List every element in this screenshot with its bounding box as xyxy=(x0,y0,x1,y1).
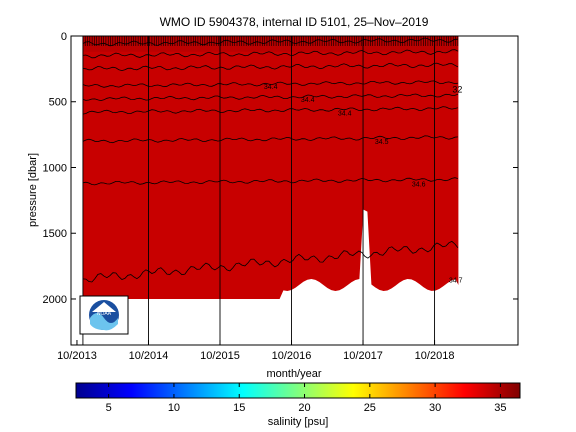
contour-line xyxy=(82,240,459,283)
y-axis: 0 500 1000 1500 2000 xyxy=(43,31,518,306)
contour-line xyxy=(82,62,459,72)
contour-label: 34.6 xyxy=(412,181,426,188)
contour-line xyxy=(82,80,458,88)
colorbar-tick-label: 35 xyxy=(494,402,506,414)
y-tick-label: 1500 xyxy=(43,228,67,240)
x-tick-label: 10/2018 xyxy=(415,350,455,362)
contour-label: 34.4 xyxy=(264,84,278,91)
colorbar-tick-label: 5 xyxy=(106,402,112,414)
chart-title: WMO ID 5904378, internal ID 5101, 25–Nov… xyxy=(160,15,429,29)
contour-label: 34.5 xyxy=(375,139,389,146)
contour-line xyxy=(82,37,458,47)
x-axis: 10/2013 10/2014 10/2015 10/2016 10/2017 10/20… xyxy=(57,340,454,362)
y-tick-label: 500 xyxy=(49,97,67,109)
salinity-field xyxy=(82,36,459,299)
contour-line xyxy=(82,177,459,186)
colorbar-tick-label: 10 xyxy=(168,402,180,414)
annual-markers xyxy=(82,36,436,345)
contour-line xyxy=(82,93,459,102)
contour-line xyxy=(82,135,458,144)
colorbar xyxy=(75,382,521,399)
contour-label: 34.4 xyxy=(301,97,315,104)
y-tick-label: 2000 xyxy=(43,294,67,306)
contour-label: 34.7 xyxy=(449,277,463,284)
noaa-logo: NOAA xyxy=(79,295,129,335)
salinity-fill xyxy=(82,36,459,299)
surface-layer xyxy=(82,36,459,52)
y-tick-label: 0 xyxy=(61,31,67,43)
contour-line xyxy=(82,49,459,59)
annotation-label: 32 xyxy=(452,85,462,95)
svg-text:NOAA: NOAA xyxy=(97,311,112,317)
contour-line xyxy=(82,106,459,115)
x-tick-label: 10/2015 xyxy=(200,350,240,362)
colorbar-tick-label: 15 xyxy=(233,402,245,414)
plot-frame xyxy=(70,35,519,346)
x-tick-label: 10/2017 xyxy=(343,350,383,362)
x-tick-label: 10/2013 xyxy=(57,350,97,362)
y-tick-label: 1000 xyxy=(43,162,67,174)
y-axis-label: pressure [dbar] xyxy=(27,153,39,227)
contour-lines: 34.4 34.4 34.4 34.5 34.6 34.7 32 xyxy=(82,36,463,284)
colorbar-axis: 5 10 15 20 25 30 35 xyxy=(106,383,507,414)
x-axis-label: month/year xyxy=(266,368,321,380)
colorbar-tick-label: 25 xyxy=(364,402,376,414)
contour-label: 34.4 xyxy=(338,110,352,117)
x-tick-label: 10/2014 xyxy=(129,350,169,362)
colorbar-tick-label: 20 xyxy=(298,402,310,414)
x-tick-label: 10/2016 xyxy=(272,350,312,362)
colorbar-label: salinity [psu] xyxy=(268,416,329,428)
colorbar-tick-label: 30 xyxy=(429,402,441,414)
